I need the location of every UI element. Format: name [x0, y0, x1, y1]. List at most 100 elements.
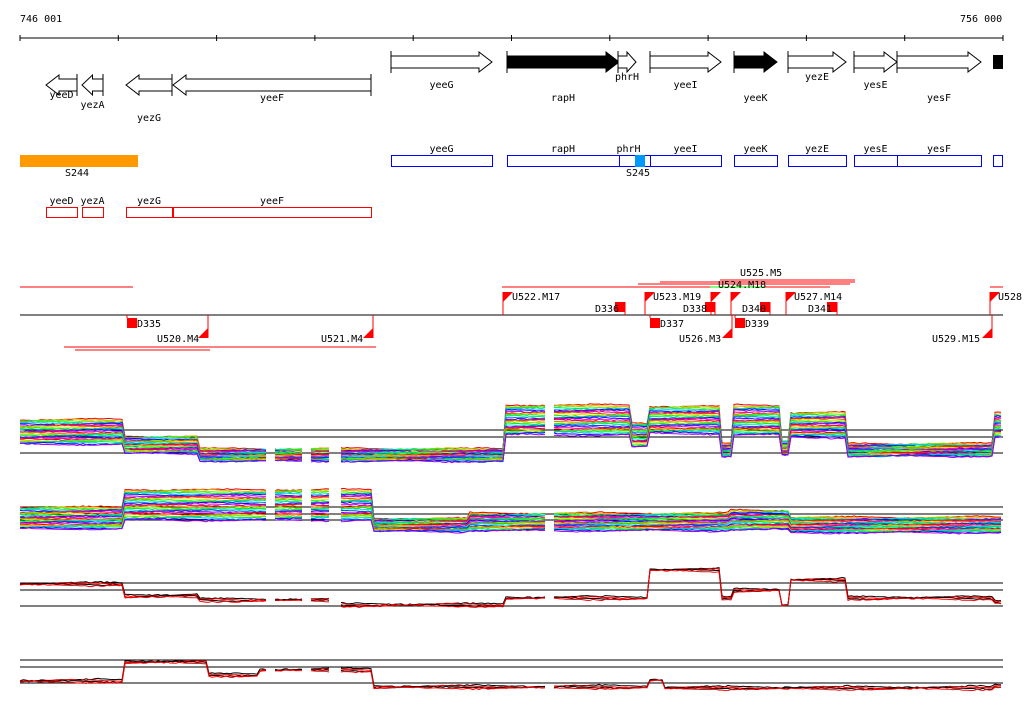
gene-label: phrH	[615, 72, 639, 83]
mark-U528[interactable]: U528	[990, 292, 1022, 315]
sigma-site-S244[interactable]	[20, 155, 138, 167]
operon-plus-rapH[interactable]	[508, 156, 620, 167]
operon-plus-yezE[interactable]	[789, 156, 847, 167]
gene-yeeG[interactable]: yeeG	[391, 51, 492, 91]
gene-yezE[interactable]: yezE	[788, 51, 846, 83]
gene-yesE[interactable]: yesE	[854, 51, 897, 91]
gene-arrow[interactable]	[126, 75, 172, 95]
operon-label: yeeG	[429, 144, 453, 155]
gene-yesF[interactable]: yesF	[897, 51, 981, 104]
gene-label: yeeI	[673, 80, 697, 91]
signal-line	[311, 499, 329, 500]
operon-label: yezG	[137, 196, 161, 207]
signal-track-1	[20, 404, 1003, 463]
transcript-marks-track: U522.M17D336U523.M19D338U524.M18U525.M5D…	[20, 268, 1022, 350]
mark-D335[interactable]: D335	[127, 315, 161, 330]
mark-D337[interactable]: D337	[650, 315, 684, 330]
mark-D340[interactable]: D340	[742, 302, 770, 315]
sigma-site-S245[interactable]	[635, 155, 645, 167]
signal-line	[554, 570, 1001, 606]
operon-track: yeeG rapH phrH yeeI yeeK yezE yesE yesF S245 S244…	[20, 144, 1003, 218]
gene-label: yezG	[137, 113, 161, 124]
gene-arrow[interactable]	[507, 52, 619, 72]
signal-line	[311, 511, 329, 512]
signal-line	[275, 493, 302, 494]
signal-line	[311, 455, 329, 456]
mark-U520.M4[interactable]: U520.M4	[157, 315, 208, 345]
operon-minus-yeeF[interactable]	[174, 208, 372, 218]
mark-label: U523.M19	[653, 292, 701, 303]
signal-track-4	[20, 660, 1003, 691]
gene-arrow[interactable]	[650, 52, 721, 72]
operon-plus-yesE[interactable]	[855, 156, 898, 167]
mark-D341[interactable]: D341	[808, 302, 837, 315]
operon-minus-yezG[interactable]	[127, 208, 173, 218]
operon-label: yesF	[927, 144, 951, 155]
expression-signal-tracks	[20, 404, 1003, 691]
operon-plus-yeeG[interactable]	[392, 156, 493, 167]
signal-line	[311, 517, 329, 518]
gene-phrH[interactable]: phrH	[615, 51, 639, 83]
mark-label: U526.M3	[679, 334, 721, 345]
operon-label: yesE	[863, 144, 887, 155]
operon-label: yeeD	[49, 196, 73, 207]
mark-label: U528	[998, 292, 1022, 303]
signal-line	[275, 600, 302, 601]
mark-U521.M4[interactable]: U521.M4	[321, 315, 373, 345]
signal-track-3	[20, 568, 1003, 608]
gene-yezG[interactable]: yezG	[126, 74, 172, 124]
gene-label: yeeK	[743, 93, 767, 104]
gene-arrow[interactable]	[897, 52, 981, 72]
gene-arrow[interactable]	[82, 75, 103, 95]
signal-line	[275, 513, 302, 514]
mark-label: D335	[137, 319, 161, 330]
operon-minus-yezA[interactable]	[83, 208, 104, 218]
ruler-end-label: 756 000	[960, 14, 1002, 25]
mark-D338[interactable]: D338	[683, 302, 715, 315]
gene-yeeF[interactable]: yeeF	[173, 74, 371, 104]
operon-label: yeeK	[743, 144, 767, 155]
mark-D336[interactable]: D336	[595, 302, 625, 315]
gene-partial[interactable]	[993, 55, 1003, 69]
operon-minus-yeeD[interactable]	[47, 208, 78, 218]
gene-arrow[interactable]	[854, 52, 897, 72]
gene-label: yezE	[805, 72, 829, 83]
mark-label: U527.M14	[794, 292, 842, 303]
gene-rapH[interactable]: rapH	[507, 51, 619, 104]
mark-D339[interactable]: D339	[735, 315, 769, 330]
gene-label: yeeF	[260, 93, 284, 104]
mark-label: U529.M15	[932, 334, 980, 345]
gene-yeeD[interactable]: yeeD	[46, 74, 77, 101]
gene-arrow[interactable]	[788, 52, 846, 72]
signal-line	[311, 510, 329, 511]
operon-plus-yeeK[interactable]	[735, 156, 778, 167]
gene-arrow[interactable]	[734, 52, 777, 72]
operon-label: phrH	[616, 144, 640, 155]
mark-label: U522.M17	[512, 292, 560, 303]
signal-line	[311, 493, 329, 494]
gene-yezA[interactable]: yezA	[80, 74, 104, 111]
operon-plus-yeeI[interactable]	[651, 156, 722, 167]
signal-line	[311, 505, 329, 506]
gene-yeeI[interactable]: yeeI	[650, 51, 721, 91]
mark-label: U524.M18	[718, 280, 766, 291]
gene-label: yezA	[80, 100, 104, 111]
mark-label: D338	[683, 304, 707, 315]
mark-U526.M3[interactable]: U526.M3	[679, 315, 732, 345]
operon-partial[interactable]	[994, 156, 1003, 167]
signal-line	[311, 601, 329, 602]
operon-plus-yesF[interactable]	[898, 156, 982, 167]
signal-track-2	[20, 488, 1003, 534]
mark-U529.M15[interactable]: U529.M15	[932, 315, 992, 345]
mark-U522.M17[interactable]: U522.M17	[503, 292, 560, 315]
ruler-start-label: 746 001	[20, 14, 62, 25]
operon-label: yezE	[805, 144, 829, 155]
gene-yeeK[interactable]: yeeK	[734, 51, 777, 104]
gene-label: yeeG	[429, 80, 453, 91]
signal-line	[275, 505, 302, 506]
gene-arrow[interactable]	[391, 52, 492, 72]
gene-arrow[interactable]	[173, 75, 371, 95]
gene-arrow[interactable]	[618, 52, 636, 72]
signal-line	[275, 495, 302, 496]
mark-label: U521.M4	[321, 334, 363, 345]
